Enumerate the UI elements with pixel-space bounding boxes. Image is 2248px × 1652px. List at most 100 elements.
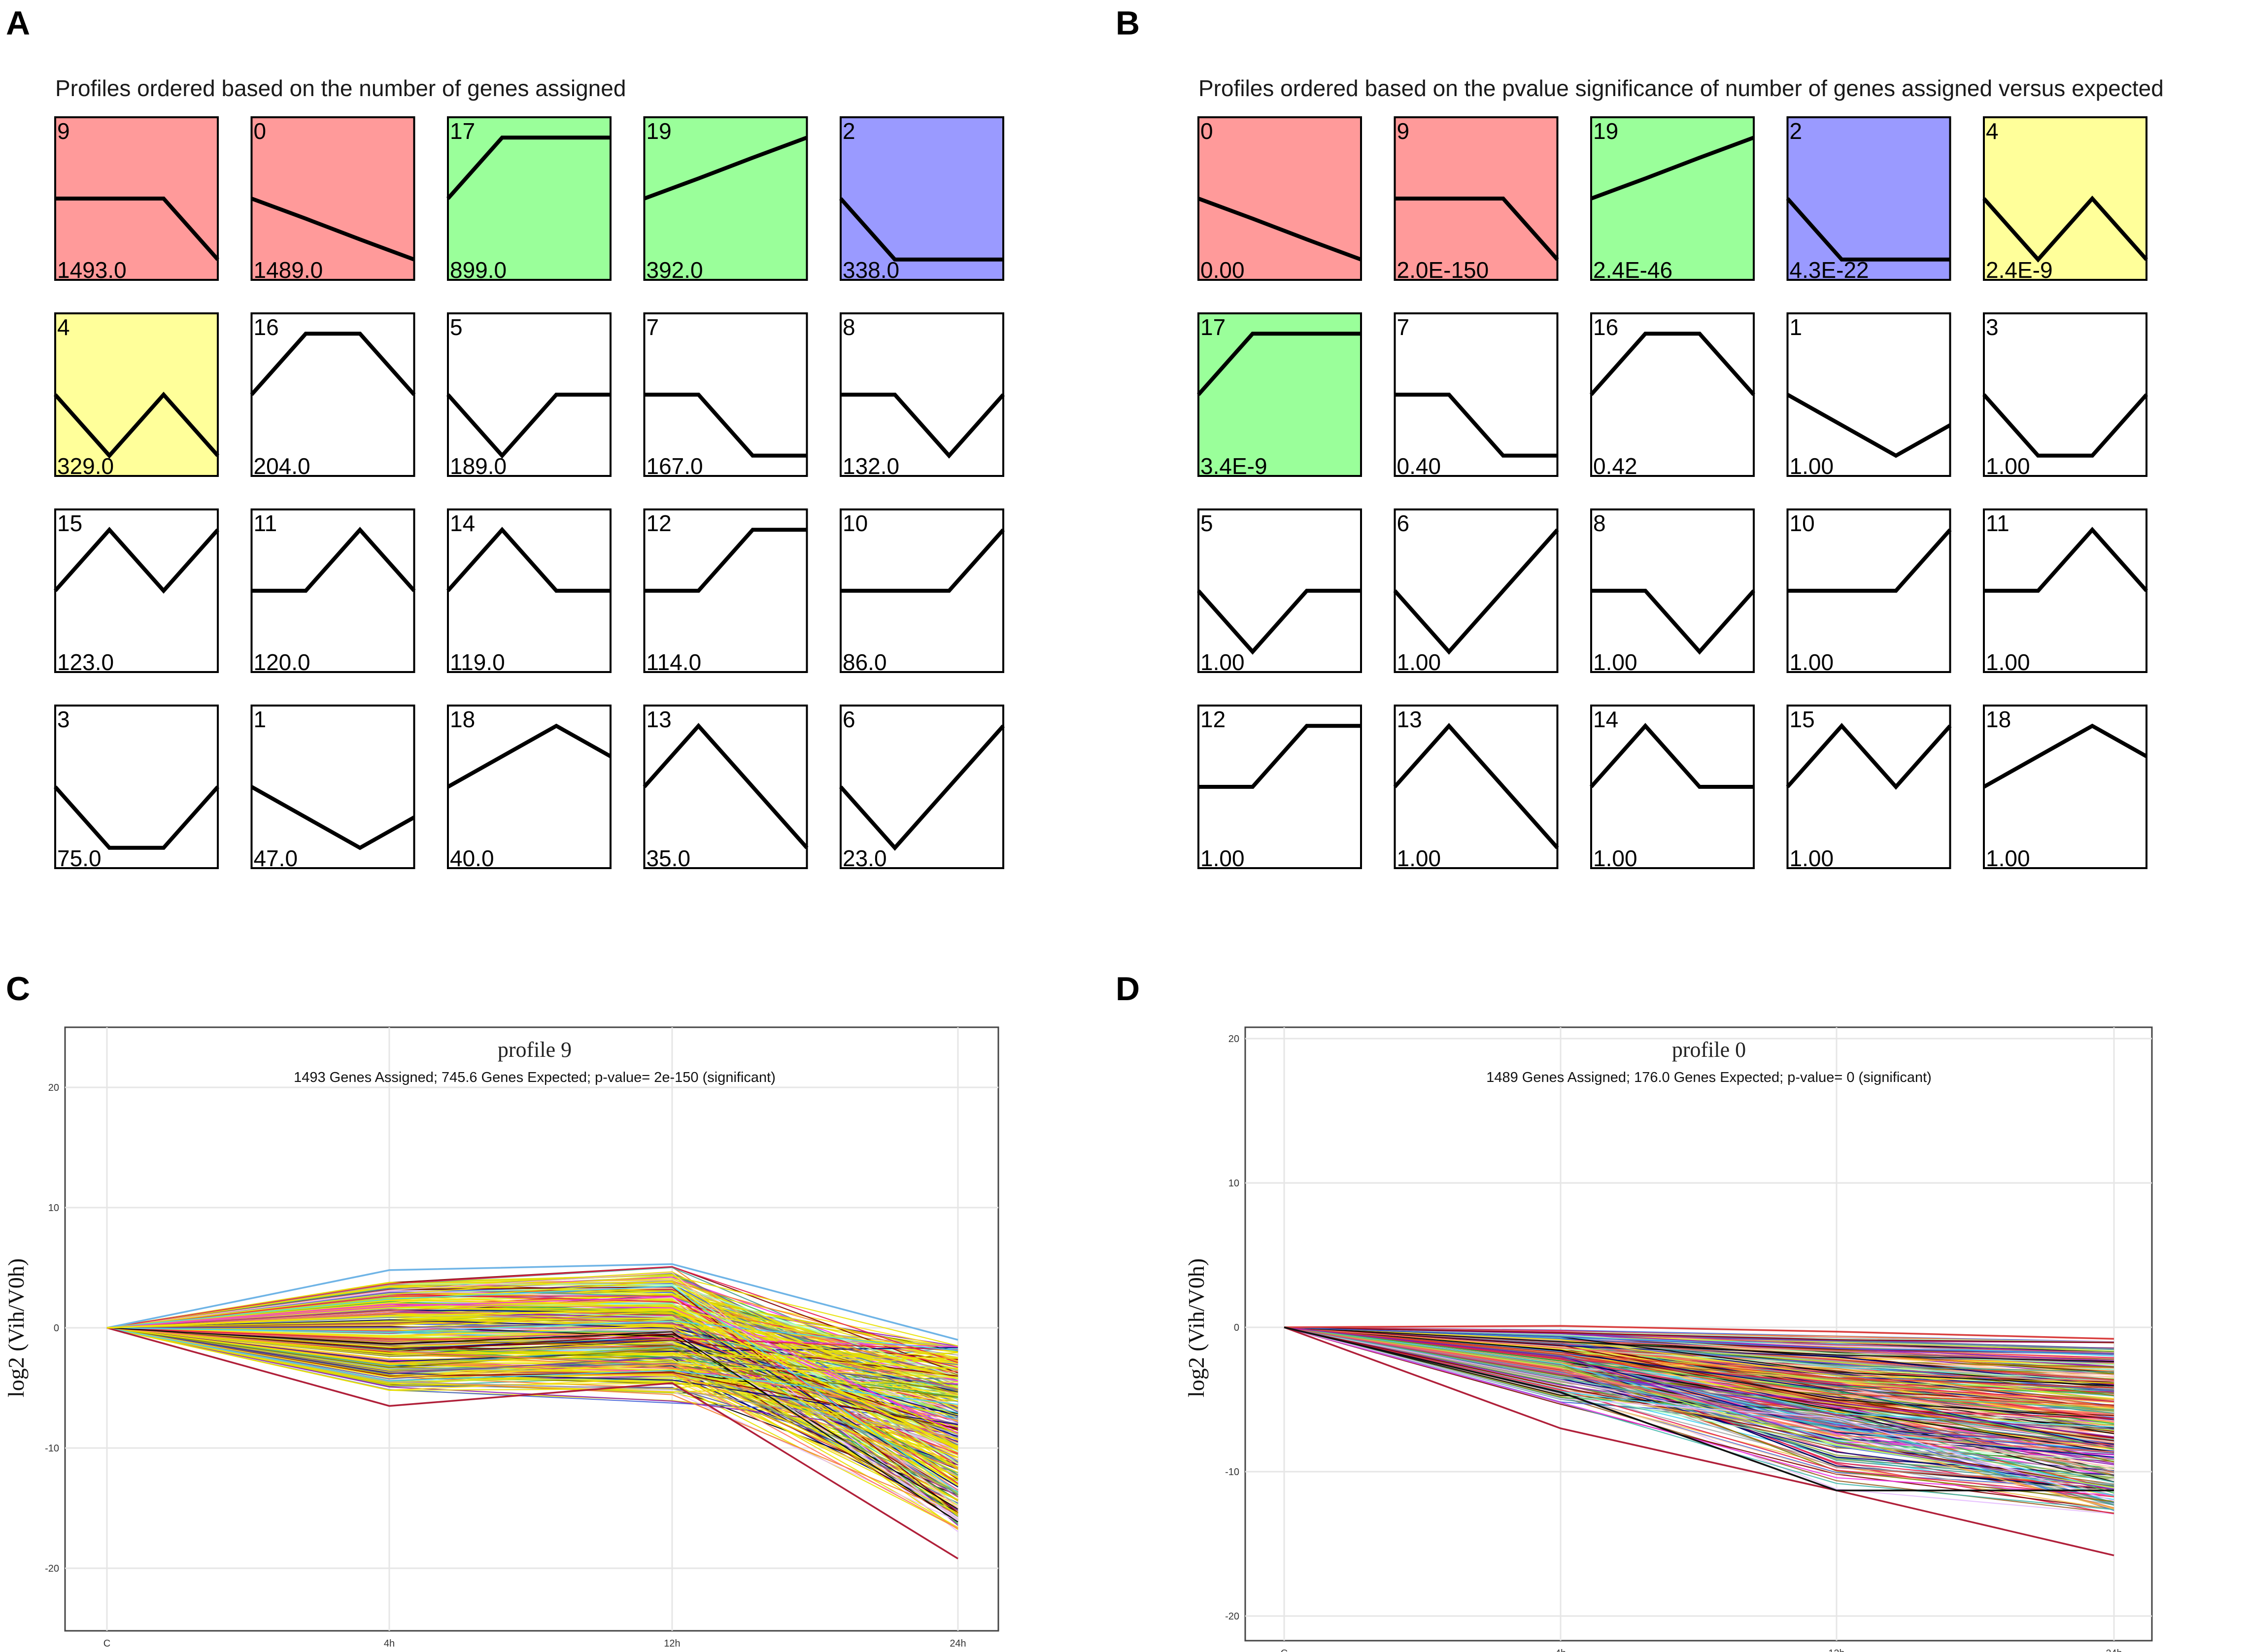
- gene-line: [1284, 1326, 2114, 1419]
- profile-id-label: 3: [57, 707, 70, 732]
- profile-tile: 11 120.0: [250, 508, 416, 675]
- profile-value-label: 1.00: [1397, 845, 1441, 871]
- series-line: [106, 1263, 958, 1341]
- profile-shape-line: [644, 393, 807, 458]
- profile-tile-box: [1983, 705, 2147, 869]
- profile-value-label: 40.0: [450, 845, 494, 871]
- profile-id-label: 10: [1790, 510, 1815, 536]
- profile-tile-box: [643, 116, 808, 281]
- profile-tile: 18 40.0: [447, 705, 612, 871]
- profile-shape-line: [1984, 527, 2148, 593]
- profile-tile-box: [250, 705, 415, 869]
- profile-id-label: 2: [843, 118, 855, 144]
- panel-b-title: Profiles ordered based on the pvalue sig…: [1198, 75, 2164, 101]
- profile-value-label: 392.0: [647, 257, 703, 283]
- profile-tile-box: [840, 705, 1004, 869]
- gene-line: [106, 1266, 958, 1363]
- profile-value-label: 1.00: [1790, 649, 1834, 675]
- gene-line: [106, 1275, 958, 1347]
- profile-tile: 7 167.0: [643, 312, 808, 479]
- profile-tile-box: [1786, 312, 1951, 477]
- y-tick-label: 0: [54, 1323, 59, 1334]
- profile-tile: 14 119.0: [446, 508, 612, 675]
- profile-tile-box: [447, 705, 612, 869]
- chart-d-title: profile 0: [1672, 1038, 1746, 1062]
- gene-line: [106, 1327, 958, 1359]
- profile-tile: 111.00: [1983, 508, 2148, 675]
- panel-a-title: Profiles ordered based on the number of …: [55, 75, 626, 101]
- gene-line: [106, 1322, 958, 1446]
- y-tick-label: -20: [1225, 1611, 1239, 1622]
- profile-tile: 101.00: [1786, 508, 1952, 675]
- profile-shape-line: [1590, 332, 1755, 396]
- gene-line: [1284, 1326, 2114, 1510]
- profile-tile: 151.00: [1786, 705, 1952, 871]
- profile-tile: 10 86.0: [840, 508, 1005, 675]
- profile-value-label: 3.4E-9: [1200, 453, 1267, 479]
- profile-id-label: 17: [450, 118, 475, 144]
- profile-id-label: 5: [450, 314, 463, 340]
- profile-shape-line: [1393, 723, 1559, 849]
- y-tick-label: -10: [1225, 1467, 1239, 1478]
- profile-id-label: 15: [57, 510, 82, 536]
- profile-id-label: 12: [1200, 707, 1226, 732]
- gene-line: [1284, 1326, 2114, 1419]
- profile-shape-line: [841, 528, 1005, 593]
- profile-tile-box: [1394, 705, 1559, 869]
- profile-value-label: 1.00: [1200, 845, 1245, 871]
- gene-line: [1284, 1326, 2114, 1343]
- profile-tile-box: [1786, 116, 1951, 281]
- chart-c-title: profile 9: [498, 1038, 572, 1062]
- profile-value-label: 204.0: [254, 453, 310, 479]
- profile-tile: 81.00: [1590, 508, 1755, 675]
- profile-value-label: 1489.0: [254, 257, 323, 283]
- y-tick-label: 10: [48, 1203, 59, 1214]
- profile-shape-line: [1197, 197, 1362, 262]
- profile-id-label: 9: [1397, 118, 1410, 144]
- profile-shape-line: [1198, 724, 1361, 789]
- profile-tile: 19 392.0: [643, 116, 808, 283]
- profile-shape-line: [54, 391, 219, 459]
- y-tick-label: 0: [1234, 1322, 1239, 1333]
- profile-value-label: 1.00: [1986, 845, 2030, 871]
- x-tick-label: 24h: [950, 1638, 966, 1649]
- chart-d-gene-lines: [1284, 1325, 2114, 1556]
- profile-tile-box: [250, 116, 415, 281]
- profile-tile: 2 338.0: [839, 116, 1004, 283]
- y-tick-label: 10: [1228, 1178, 1239, 1189]
- chart-c-gene-lines: [106, 1263, 958, 1559]
- series-line: [106, 1309, 958, 1449]
- profile-id-label: 7: [647, 314, 659, 340]
- profile-shape-line: [1197, 589, 1361, 655]
- profile-id-label: 16: [1593, 314, 1618, 340]
- gene-line: [106, 1296, 958, 1434]
- profile-tile: 15 123.0: [54, 508, 219, 675]
- series-line: [1284, 1325, 2114, 1340]
- profile-shape-line: [1982, 195, 2148, 263]
- profile-shape-line: [250, 785, 415, 850]
- profile-tile-box: [1590, 312, 1755, 477]
- profile-value-label: 0.40: [1397, 453, 1441, 479]
- chart-c-ylabel: log2 (Vih/V0h): [3, 1258, 29, 1397]
- profile-tile: 17 3.4E-9: [1197, 312, 1362, 479]
- profile-shape-line: [55, 197, 219, 261]
- profile-id-label: 10: [843, 510, 868, 536]
- profile-tile-box: [54, 312, 219, 477]
- profile-shape-line: [251, 197, 415, 262]
- profile-shape-line: [446, 135, 611, 200]
- profile-shape-line: [251, 527, 416, 593]
- profile-tile: 9 1493.0: [54, 116, 219, 283]
- profile-shape-line: [250, 332, 416, 396]
- gene-line: [1284, 1326, 2114, 1448]
- profile-tile: 375.0: [54, 705, 219, 871]
- profile-shape-line: [1983, 723, 2147, 789]
- profile-value-label: 2.4E-9: [1986, 257, 2053, 283]
- profile-value-label: 123.0: [57, 649, 114, 675]
- profile-shape-line: [1786, 197, 1950, 262]
- gene-line: [106, 1327, 958, 1421]
- profile-id-label: 13: [1397, 707, 1422, 732]
- chart-d-ticks: C 4h 12h 24h 20 10 0 -10 -20: [1225, 1034, 2122, 1652]
- profile-tile: 160.42: [1590, 312, 1755, 479]
- profile-tile: 131.00: [1393, 705, 1559, 871]
- gene-line: [1284, 1326, 2114, 1490]
